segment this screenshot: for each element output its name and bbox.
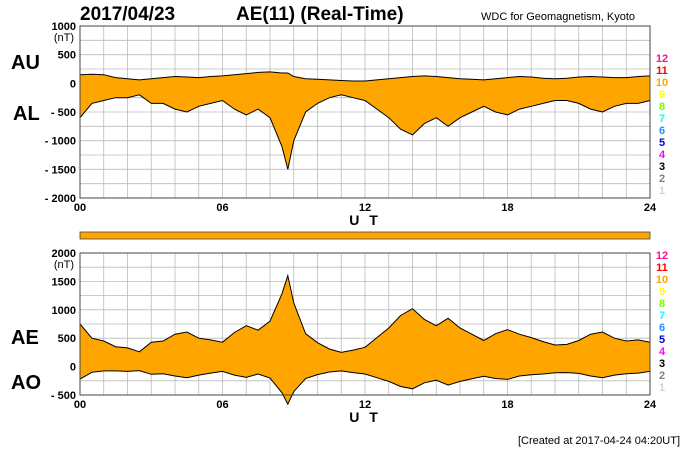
y-tick-label: 0 <box>70 362 76 374</box>
y-tick-label: - 1500 <box>45 164 76 176</box>
plot-frame <box>79 25 651 199</box>
au-al-upper-line <box>79 71 651 82</box>
x-tick-label: 06 <box>216 202 228 214</box>
legend-station-count: 8 <box>659 298 665 310</box>
y-tick-label: 500 <box>58 333 76 345</box>
legend-station-count: 9 <box>659 286 665 298</box>
y-unit-label: (nT) <box>54 32 74 44</box>
created-timestamp: [Created at 2017-04-24 04:20UT] <box>517 435 680 447</box>
legend-station-count: 12 <box>656 53 668 65</box>
legend-station-count: 7 <box>659 113 665 125</box>
legend-station-count: 11 <box>656 65 668 77</box>
al-series-label: AL <box>13 103 40 125</box>
y-tick-label: 2000 <box>52 248 76 260</box>
x-tick-label: 24 <box>644 202 657 214</box>
legend-station-count: 5 <box>659 334 665 346</box>
legend-station-count: 4 <box>659 149 666 161</box>
legend-station-count: 3 <box>659 358 665 370</box>
y-tick-label: - 500 <box>51 390 76 402</box>
legend-station-count: 10 <box>656 274 668 286</box>
legend-station-count: 2 <box>659 173 665 185</box>
chart-date: 2017/04/23 <box>80 4 176 25</box>
y-tick-label: 500 <box>58 50 76 62</box>
ae-ao-lower-line <box>79 370 651 406</box>
ae-ao-band-area <box>80 275 650 405</box>
x-tick-label: 18 <box>501 399 513 411</box>
y-tick-label: - 1000 <box>45 136 76 148</box>
ae-ao-upper-line <box>79 273 651 353</box>
y-tick-label: - 2000 <box>45 193 76 205</box>
plot-frame <box>79 252 651 396</box>
x-axis-title: U T <box>349 409 381 425</box>
x-tick-label: 06 <box>216 399 228 411</box>
x-tick-label: 18 <box>501 202 513 214</box>
ae-series-label: AE <box>11 327 39 349</box>
station-count-strip <box>79 231 651 240</box>
legend-station-count: 6 <box>659 125 665 137</box>
x-tick-label: 00 <box>74 399 86 411</box>
au-series-label: AU <box>11 52 40 74</box>
legend-station-count: 6 <box>659 322 665 334</box>
legend-station-count: 4 <box>659 346 666 358</box>
x-axis-title: U T <box>349 212 381 228</box>
y-tick-label: 1500 <box>52 276 76 288</box>
legend-station-count: 9 <box>659 89 665 101</box>
legend-station-count: 7 <box>659 310 665 322</box>
source-label: WDC for Geomagnetism, Kyoto <box>481 11 636 23</box>
x-tick-label: 12 <box>359 202 371 214</box>
legend-station-count: 5 <box>659 137 665 149</box>
y-unit-label: (nT) <box>54 259 74 271</box>
legend-station-count: 12 <box>656 250 668 262</box>
legend-station-count: 2 <box>659 370 665 382</box>
x-tick-label: 12 <box>359 399 371 411</box>
au-al-lower-line <box>79 94 651 170</box>
legend-station-count: 10 <box>656 77 668 89</box>
x-tick-label: 24 <box>644 399 657 411</box>
au-al-band-area <box>80 71 650 170</box>
legend-station-count: 1 <box>659 382 665 394</box>
ao-series-label: AO <box>11 372 41 394</box>
chart-title: AE(11) (Real-Time) <box>236 4 404 25</box>
y-tick-label: 0 <box>70 78 76 90</box>
legend-station-count: 1 <box>659 185 665 197</box>
y-tick-label: - 500 <box>51 107 76 119</box>
y-tick-label: 1000 <box>52 305 76 317</box>
legend-station-count: 3 <box>659 161 665 173</box>
y-tick-label: 1000 <box>52 21 76 33</box>
legend-station-count: 8 <box>659 101 665 113</box>
legend-station-count: 11 <box>656 262 668 274</box>
x-tick-label: 00 <box>74 202 86 214</box>
